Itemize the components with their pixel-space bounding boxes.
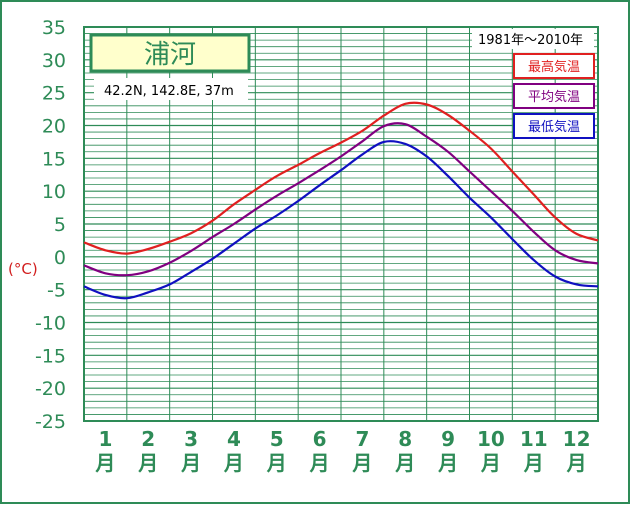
series-lines: [83, 101, 599, 300]
x-tick-unit: 月: [566, 451, 587, 475]
y-tick-label: -25: [35, 411, 66, 433]
x-tick-label: 10: [477, 427, 505, 451]
y-tick-label: 10: [42, 181, 66, 203]
legend-label: 最低気温: [528, 119, 580, 135]
legend-swatch: [513, 113, 595, 139]
y-tick-label: 25: [42, 83, 66, 105]
chart-title: 浦河: [144, 40, 196, 70]
legend-swatch: [513, 53, 595, 79]
y-tick-label: 30: [42, 50, 66, 72]
x-tick-unit: 月: [266, 451, 287, 475]
x-tick-unit: 月: [180, 451, 201, 475]
title-box: [89, 33, 251, 73]
y-tick-label: 20: [42, 116, 66, 138]
x-tick-unit: 月: [523, 451, 544, 475]
x-tick-label: 6: [313, 427, 327, 451]
series-line: [83, 122, 599, 277]
legend-swatch: [513, 83, 595, 109]
x-tick-unit: 月: [223, 451, 244, 475]
legend-label: 平均気温: [528, 89, 580, 105]
x-tick-unit: 月: [309, 451, 330, 475]
y-tick-label: -10: [35, 313, 66, 335]
unit-label: (°C): [8, 260, 38, 278]
coordinates-box: [94, 78, 248, 100]
series-line: [83, 140, 599, 300]
x-tick-unit: 月: [480, 451, 501, 475]
period-box: [472, 29, 594, 49]
x-tick-label: 9: [441, 427, 455, 451]
y-tick-label: 35: [42, 17, 66, 39]
x-tick-unit: 月: [437, 451, 458, 475]
x-tick-label: 8: [398, 427, 412, 451]
period-label: 1981年〜2010年: [478, 33, 583, 48]
x-tick-label: 7: [355, 427, 369, 451]
y-tick-label: 15: [42, 148, 66, 170]
x-tick-unit: 月: [137, 451, 158, 475]
y-tick-label: -5: [47, 280, 66, 302]
station-coordinates: 42.2N, 142.8E, 37m: [104, 84, 234, 99]
x-tick-label: 12: [563, 427, 591, 451]
x-tick-label: 2: [141, 427, 155, 451]
plot-grid: [83, 26, 599, 422]
x-tick-unit: 月: [351, 451, 372, 475]
x-tick-label: 1: [98, 427, 112, 451]
x-tick-unit: 月: [94, 451, 115, 475]
series-line: [83, 101, 599, 255]
x-tick-label: 11: [520, 427, 548, 451]
legend-label: 最高気温: [528, 59, 580, 75]
y-tick-label: -20: [35, 378, 66, 400]
y-tick-label: 5: [54, 214, 66, 236]
x-tick-label: 4: [227, 427, 241, 451]
y-tick-label: 0: [54, 247, 66, 269]
x-tick-unit: 月: [394, 451, 415, 475]
y-tick-label: -15: [35, 345, 66, 367]
x-tick-label: 5: [270, 427, 284, 451]
y-axis-ticks: 35 30 25 20 15 10 5 0 -5 -10 -15 -20 -25: [35, 17, 66, 433]
x-tick-label: 3: [184, 427, 198, 451]
